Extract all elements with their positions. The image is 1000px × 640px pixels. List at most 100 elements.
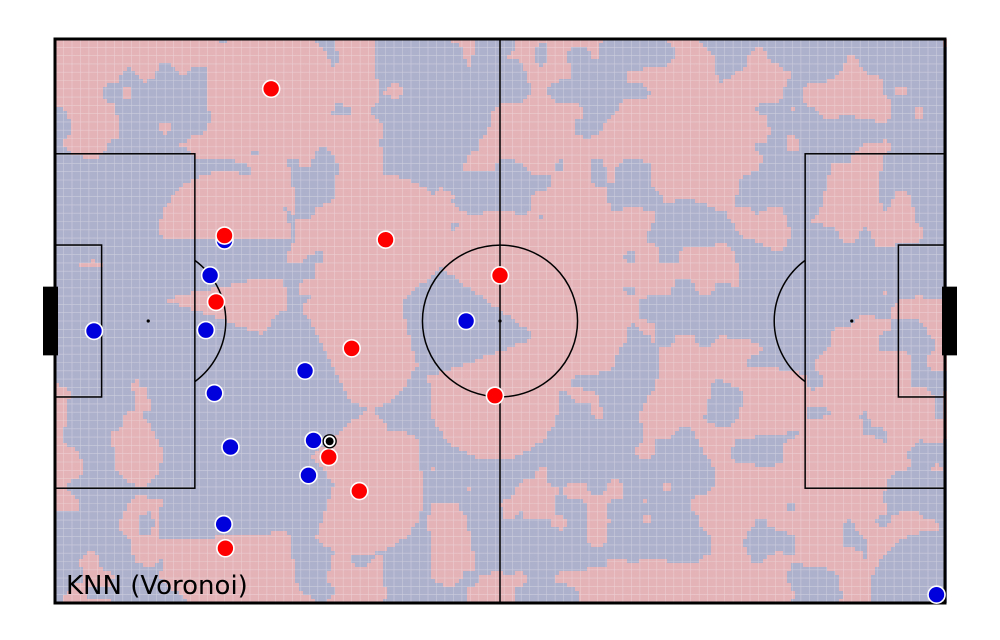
voronoi-cell: [75, 83, 79, 87]
voronoi-cell: [171, 75, 175, 79]
voronoi-cell: [219, 75, 223, 79]
voronoi-cell: [815, 83, 819, 87]
voronoi-cell: [783, 91, 787, 95]
voronoi-cell: [291, 91, 295, 95]
voronoi-cell: [203, 63, 207, 67]
voronoi-cell: [715, 71, 719, 75]
voronoi-cell: [523, 43, 527, 47]
voronoi-cell: [807, 79, 811, 83]
voronoi-cell: [367, 115, 371, 119]
voronoi-cell: [143, 67, 147, 71]
voronoi-cell: [147, 91, 151, 95]
voronoi-cell: [647, 51, 651, 55]
voronoi-cell: [831, 43, 835, 47]
voronoi-cell: [791, 99, 795, 103]
voronoi-cell: [691, 115, 695, 119]
voronoi-cell: [423, 83, 427, 87]
voronoi-cell: [927, 67, 931, 71]
voronoi-cell: [411, 75, 415, 79]
voronoi-cell: [371, 115, 375, 119]
voronoi-cell: [415, 115, 419, 119]
voronoi-cell: [931, 43, 935, 47]
voronoi-cell: [595, 79, 599, 83]
voronoi-cell: [815, 75, 819, 79]
voronoi-cell: [355, 71, 359, 75]
voronoi-cell: [259, 71, 263, 75]
voronoi-cell: [315, 119, 319, 123]
voronoi-cell: [199, 83, 203, 87]
voronoi-cell: [123, 111, 127, 115]
voronoi-cell: [615, 59, 619, 63]
voronoi-cell: [315, 59, 319, 63]
voronoi-cell: [819, 71, 823, 75]
voronoi-cell: [339, 43, 343, 47]
voronoi-cell: [567, 63, 571, 67]
voronoi-cell: [583, 83, 587, 87]
voronoi-cell: [691, 119, 695, 123]
voronoi-cell: [643, 103, 647, 107]
voronoi-cell: [151, 75, 155, 79]
voronoi-cell: [503, 43, 507, 47]
voronoi-cell: [447, 107, 451, 111]
voronoi-cell: [127, 91, 131, 95]
voronoi-cell: [711, 63, 715, 67]
voronoi-cell: [199, 75, 203, 79]
voronoi-cell: [455, 91, 459, 95]
voronoi-cell: [167, 59, 171, 63]
voronoi-cell: [659, 115, 663, 119]
voronoi-cell: [619, 119, 623, 123]
voronoi-cell: [607, 99, 611, 103]
voronoi-cell: [779, 103, 783, 107]
voronoi-cell: [939, 99, 943, 103]
voronoi-cell: [235, 79, 239, 83]
voronoi-cell: [727, 51, 731, 55]
voronoi-cell: [879, 111, 883, 115]
voronoi-cell: [223, 115, 227, 119]
voronoi-cell: [507, 107, 511, 111]
voronoi-cell: [431, 123, 435, 127]
voronoi-cell: [291, 107, 295, 111]
voronoi-cell: [791, 107, 795, 111]
voronoi-cell: [575, 99, 579, 103]
voronoi-cell: [171, 123, 175, 127]
voronoi-cell: [215, 99, 219, 103]
voronoi-cell: [607, 63, 611, 67]
voronoi-cell: [455, 99, 459, 103]
voronoi-cell: [839, 67, 843, 71]
voronoi-cell: [91, 63, 95, 67]
voronoi-cell: [819, 91, 823, 95]
voronoi-cell: [355, 67, 359, 71]
voronoi-cell: [507, 111, 511, 115]
voronoi-cell: [579, 63, 583, 67]
voronoi-cell: [427, 63, 431, 67]
voronoi-cell: [839, 107, 843, 111]
voronoi-cell: [327, 79, 331, 83]
voronoi-cell: [763, 119, 767, 123]
voronoi-cell: [431, 67, 435, 71]
voronoi-cell: [591, 43, 595, 47]
voronoi-cell: [91, 67, 95, 71]
voronoi-cell: [859, 43, 863, 47]
voronoi-cell: [115, 119, 119, 123]
voronoi-cell: [643, 83, 647, 87]
voronoi-cell: [343, 43, 347, 47]
voronoi-cell: [567, 103, 571, 107]
voronoi-cell: [827, 103, 831, 107]
voronoi-cell: [683, 63, 687, 67]
voronoi-cell: [643, 115, 647, 119]
voronoi-cell: [887, 107, 891, 111]
voronoi-cell: [271, 63, 275, 67]
voronoi-cell: [171, 91, 175, 95]
voronoi-cell: [695, 119, 699, 123]
voronoi-cell: [811, 119, 815, 123]
voronoi-cell: [303, 107, 307, 111]
voronoi-cell: [191, 79, 195, 83]
voronoi-cell: [575, 79, 579, 83]
voronoi-cell: [723, 123, 727, 127]
voronoi-cell: [287, 83, 291, 87]
voronoi-cell: [247, 91, 251, 95]
voronoi-cell: [439, 91, 443, 95]
voronoi-cell: [607, 75, 611, 79]
voronoi-cell: [711, 75, 715, 79]
voronoi-cell: [527, 107, 531, 111]
